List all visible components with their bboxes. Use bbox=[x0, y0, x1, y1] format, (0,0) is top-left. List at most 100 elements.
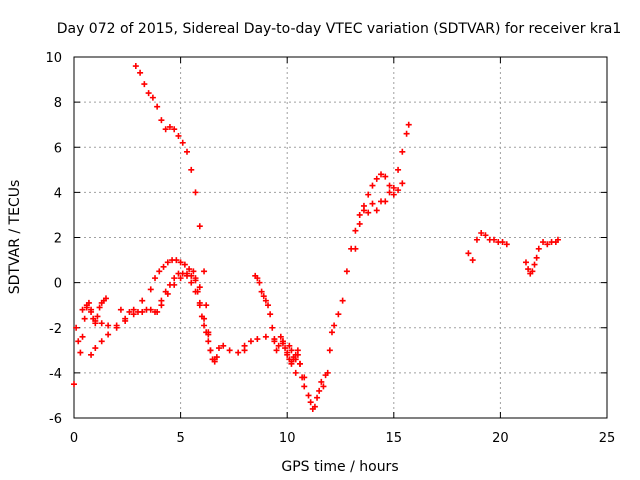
data-point bbox=[196, 284, 203, 291]
data-point bbox=[318, 378, 325, 385]
data-point bbox=[279, 340, 286, 347]
data-point bbox=[147, 286, 154, 293]
data-point bbox=[352, 227, 359, 234]
data-point bbox=[373, 207, 380, 214]
data-point bbox=[352, 245, 359, 252]
axis-ticks: 0 5 10 15 20 25 -6 -4 -2 0 2 4 6 8 10 bbox=[45, 51, 615, 446]
data-point bbox=[88, 308, 95, 315]
data-point bbox=[326, 347, 333, 354]
data-point bbox=[77, 349, 84, 356]
y-tick-label: 10 bbox=[45, 51, 62, 66]
data-point bbox=[71, 381, 77, 388]
data-point bbox=[152, 308, 159, 315]
data-point bbox=[79, 333, 86, 340]
data-point bbox=[177, 275, 184, 282]
data-point bbox=[262, 333, 269, 340]
x-tick-label: 25 bbox=[599, 431, 616, 446]
data-point bbox=[292, 369, 299, 376]
data-point bbox=[331, 322, 338, 329]
data-point bbox=[529, 268, 536, 275]
data-point bbox=[149, 94, 156, 101]
data-point bbox=[540, 239, 547, 246]
data-point bbox=[544, 241, 551, 248]
data-point bbox=[290, 356, 297, 363]
data-point bbox=[188, 166, 195, 173]
data-point bbox=[183, 148, 190, 155]
data-point bbox=[141, 81, 148, 88]
data-point bbox=[390, 184, 397, 191]
data-point bbox=[469, 257, 476, 264]
data-point bbox=[117, 306, 124, 313]
data-point bbox=[296, 360, 303, 367]
data-point bbox=[258, 288, 265, 295]
data-point bbox=[267, 311, 274, 318]
data-point bbox=[339, 297, 346, 304]
data-point bbox=[365, 209, 372, 216]
x-tick-label: 15 bbox=[386, 431, 403, 446]
data-point bbox=[482, 232, 489, 239]
x-tick-label: 20 bbox=[492, 431, 509, 446]
data-point bbox=[75, 338, 82, 345]
data-point bbox=[284, 351, 291, 358]
data-point bbox=[164, 259, 171, 266]
data-point bbox=[192, 277, 199, 284]
data-point bbox=[160, 263, 167, 270]
data-point bbox=[96, 304, 103, 311]
data-point bbox=[166, 123, 173, 130]
data-point bbox=[226, 347, 233, 354]
data-point bbox=[324, 369, 331, 376]
data-point bbox=[533, 254, 540, 261]
data-point bbox=[203, 302, 210, 309]
data-point bbox=[105, 322, 112, 329]
data-point bbox=[154, 103, 161, 110]
data-point bbox=[277, 333, 284, 340]
x-axis-label: GPS time / hours bbox=[281, 459, 398, 475]
data-point bbox=[316, 387, 323, 394]
data-point bbox=[192, 288, 199, 295]
data-point bbox=[220, 342, 227, 349]
data-point bbox=[188, 272, 195, 279]
data-point bbox=[179, 139, 186, 146]
data-point bbox=[132, 63, 139, 70]
data-point bbox=[535, 245, 542, 252]
data-point bbox=[188, 279, 195, 286]
data-point bbox=[307, 399, 314, 406]
data-point bbox=[171, 126, 178, 133]
data-point bbox=[314, 394, 321, 401]
y-tick-label: -6 bbox=[49, 412, 62, 427]
data-point bbox=[102, 295, 109, 302]
data-point bbox=[256, 279, 263, 286]
data-point bbox=[320, 383, 327, 390]
data-point bbox=[311, 403, 318, 410]
data-point bbox=[399, 180, 406, 187]
data-point bbox=[273, 347, 280, 354]
data-point bbox=[175, 132, 182, 139]
data-point bbox=[235, 349, 242, 356]
data-point bbox=[491, 236, 498, 243]
data-point bbox=[183, 270, 190, 277]
data-point bbox=[171, 275, 178, 282]
data-point bbox=[143, 306, 150, 313]
data-point bbox=[286, 342, 293, 349]
data-point bbox=[465, 250, 472, 257]
data-point bbox=[360, 202, 367, 209]
data-point bbox=[399, 148, 406, 155]
data-point bbox=[201, 268, 208, 275]
data-point bbox=[390, 191, 397, 198]
data-point bbox=[98, 338, 105, 345]
data-point bbox=[525, 266, 532, 273]
data-point bbox=[282, 345, 289, 352]
data-point bbox=[173, 257, 180, 264]
data-point bbox=[162, 126, 169, 133]
data-point bbox=[294, 347, 301, 354]
data-point bbox=[201, 315, 208, 322]
data-point bbox=[305, 392, 312, 399]
data-point bbox=[177, 259, 184, 266]
chart-title: Day 072 of 2015, Sidereal Day-to-day VTE… bbox=[57, 21, 622, 37]
data-point bbox=[271, 338, 278, 345]
data-point bbox=[241, 342, 248, 349]
data-point bbox=[269, 324, 276, 331]
data-point bbox=[181, 261, 188, 268]
data-point bbox=[382, 173, 389, 180]
data-point bbox=[196, 299, 203, 306]
